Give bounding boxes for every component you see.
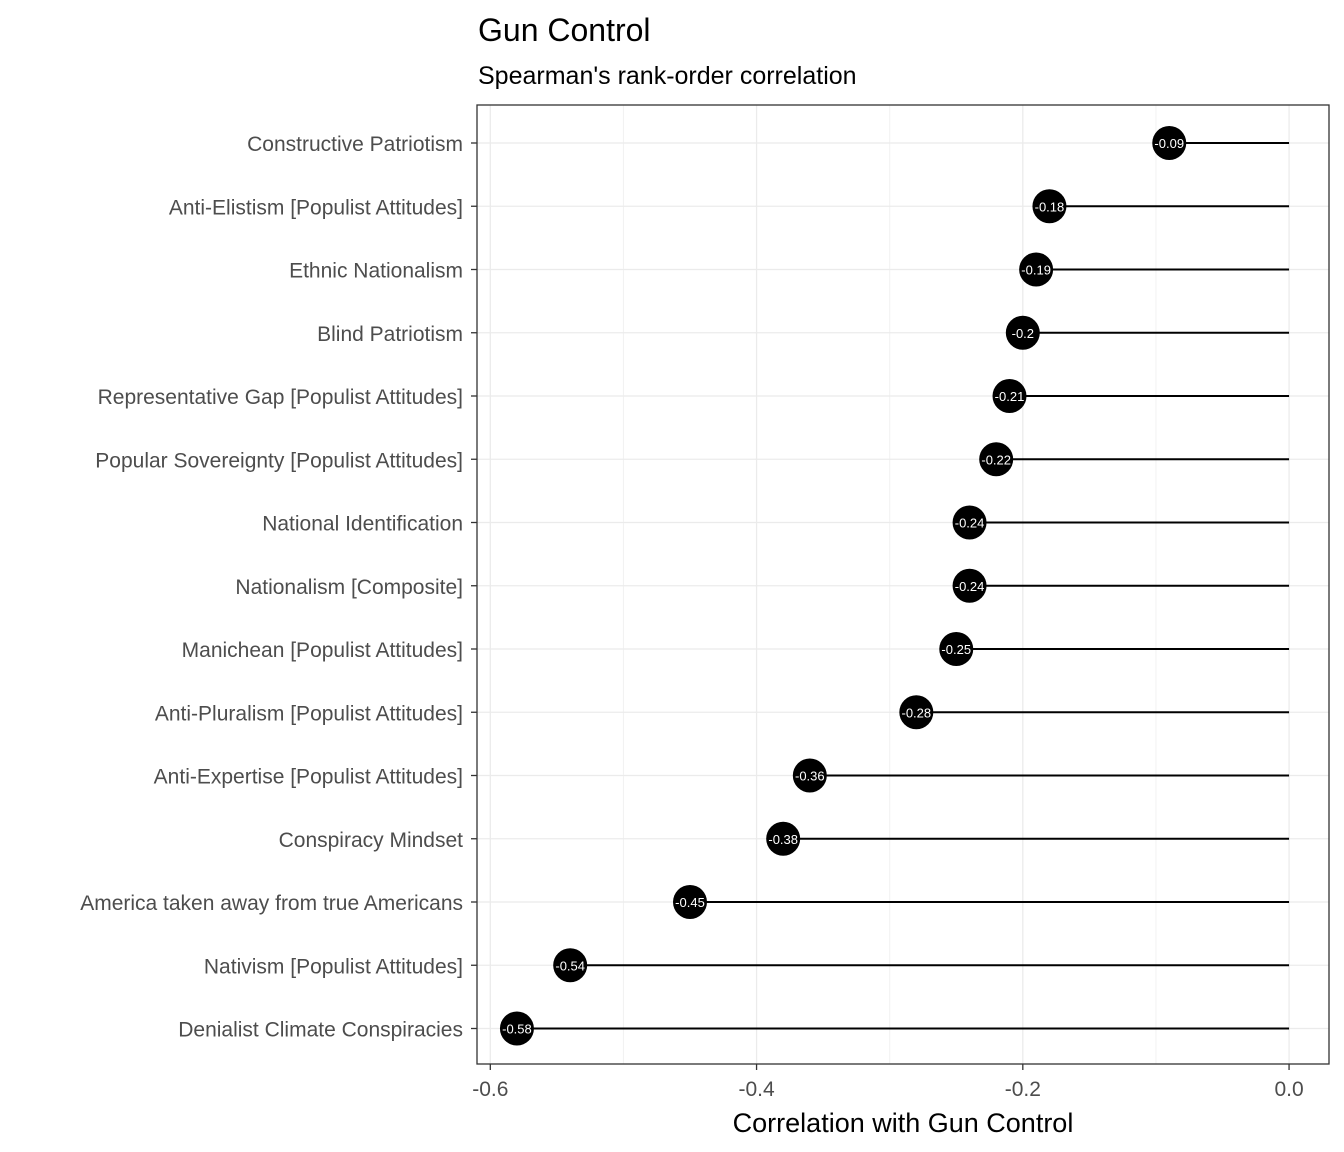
y-tick-label: Anti-Expertise [Populist Attitudes]: [154, 766, 463, 789]
lollipop-points: -0.09 -0.18 -0.19 -0.2 -0.21 -0.22 -0.24 -0.24 -…: [499, 126, 1187, 1046]
chart-subtitle: Spearman's rank-order correlation: [478, 62, 857, 90]
y-tick-label: Blind Patriotism: [317, 323, 463, 346]
y-tick-label: Representative Gap [Populist Attitudes]: [98, 386, 463, 409]
point-value-label: -0.54: [555, 958, 585, 973]
y-tick-label: Nationalism [Composite]: [235, 576, 463, 599]
point: [673, 885, 707, 919]
point-value-label: -0.24: [955, 579, 985, 594]
y-tick-label: Anti-Pluralism [Populist Attitudes]: [155, 702, 463, 725]
y-tick-label: Manichean [Populist Attitudes]: [182, 639, 463, 662]
point: [899, 695, 934, 730]
point: [1005, 315, 1040, 350]
point: [1019, 252, 1054, 287]
point: [766, 821, 801, 856]
y-tick-label: Denialist Climate Conspiracies: [178, 1019, 463, 1042]
point: [553, 948, 588, 983]
point-value-label: -0.21: [995, 389, 1025, 404]
y-tick-label: America taken away from true Americans: [80, 892, 463, 915]
panel-border: [476, 104, 1330, 1065]
x-tick-label: 0.0: [1274, 1078, 1303, 1101]
chart-title: Gun Control: [478, 12, 651, 48]
point: [939, 632, 974, 666]
x-tick-label: -0.2: [1005, 1078, 1041, 1101]
point: [952, 505, 987, 540]
point-value-label: -0.19: [1021, 263, 1051, 278]
point-value-label: -0.38: [768, 832, 798, 847]
y-tick-label: Ethnic Nationalism: [289, 260, 463, 283]
point: [1032, 189, 1067, 224]
point: [952, 568, 987, 603]
grid-lines: [477, 105, 1329, 1064]
point-value-label: -0.2: [1012, 326, 1034, 341]
point-value-label: -0.58: [502, 1022, 532, 1037]
x-axis: -0.6 -0.4 -0.2 0.0: [472, 1064, 1304, 1101]
y-tick-label: Conspiracy Mindset: [279, 829, 464, 852]
point-value-label: -0.09: [1154, 136, 1184, 151]
point: [499, 1011, 534, 1046]
point-value-label: -0.24: [955, 516, 985, 531]
y-tick-label: National Identification: [262, 513, 463, 536]
x-tick-label: -0.4: [738, 1078, 775, 1101]
y-axis: Constructive Patriotism Anti-Elistism [Po…: [80, 133, 477, 1042]
y-tick-label: Nativism [Populist Attitudes]: [204, 955, 463, 978]
point-value-label: -0.18: [1035, 199, 1065, 214]
lollipop-stems: [516, 142, 1290, 1030]
point-value-label: -0.22: [981, 452, 1011, 467]
point: [979, 442, 1014, 477]
x-axis-label: Correlation with Gun Control: [733, 1108, 1074, 1138]
point: [792, 758, 827, 793]
point-value-label: -0.25: [941, 642, 971, 657]
y-tick-label: Constructive Patriotism: [247, 133, 463, 156]
y-tick-label: Popular Sovereignty [Populist Attitudes]: [95, 449, 463, 472]
point: [992, 379, 1027, 413]
point-value-label: -0.45: [675, 895, 705, 910]
point: [1152, 126, 1187, 160]
y-tick-label: Anti-Elistism [Populist Attitudes]: [169, 196, 463, 219]
point-value-label: -0.28: [901, 705, 931, 720]
point-value-label: -0.36: [795, 769, 825, 784]
x-tick-label: -0.6: [472, 1078, 508, 1101]
